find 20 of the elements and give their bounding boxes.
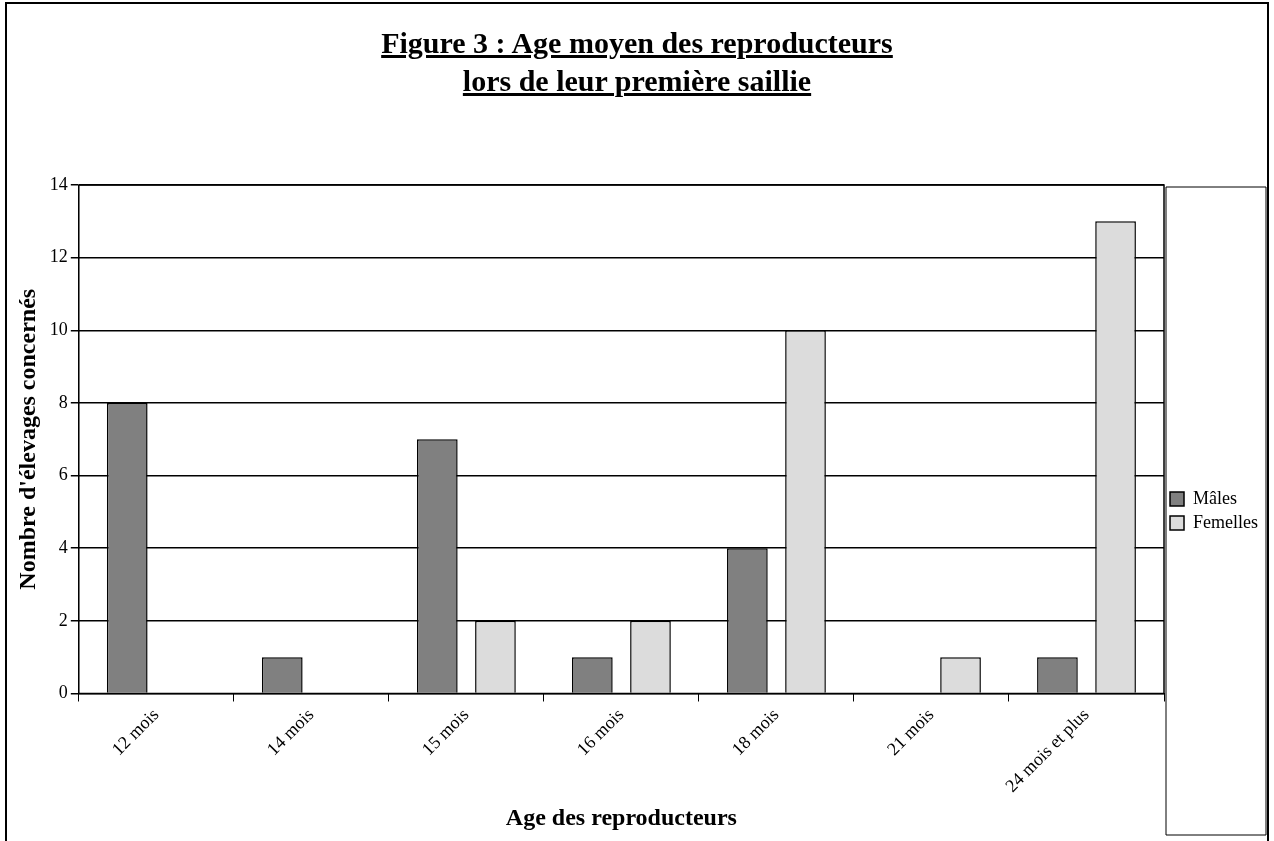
y-tick-label: 4 [58,536,68,557]
chart-title: Figure 3 : Age moyen des reproducteurs lors de leur première saillie [380,25,894,99]
x-tick-label: 14 mois [262,704,318,759]
legend-label: Mâles [1193,487,1238,508]
x-tick-label: 16 mois [572,704,628,759]
x-axis-title: Age des reproducteurs [505,803,737,830]
y-tick-label: 6 [58,464,68,485]
legend-label: Femelles [1193,511,1259,532]
x-tick-label: 15 mois [417,704,473,759]
x-tick-label: 12 mois [107,704,163,759]
y-tick-label: 2 [58,609,68,630]
y-tick-label: 12 [49,246,68,267]
x-tick-label: 24 mois et plus [1001,704,1093,796]
x-tick-label: 21 mois [882,704,938,759]
y-tick-label: 14 [49,173,68,194]
x-tick-label: 18 mois [727,704,783,759]
y-tick-label: 8 [58,391,68,412]
y-tick-label: 10 [49,319,68,340]
y-axis-title: Nombre d'élevages concernés [13,288,40,590]
y-tick-label: 0 [58,682,68,703]
